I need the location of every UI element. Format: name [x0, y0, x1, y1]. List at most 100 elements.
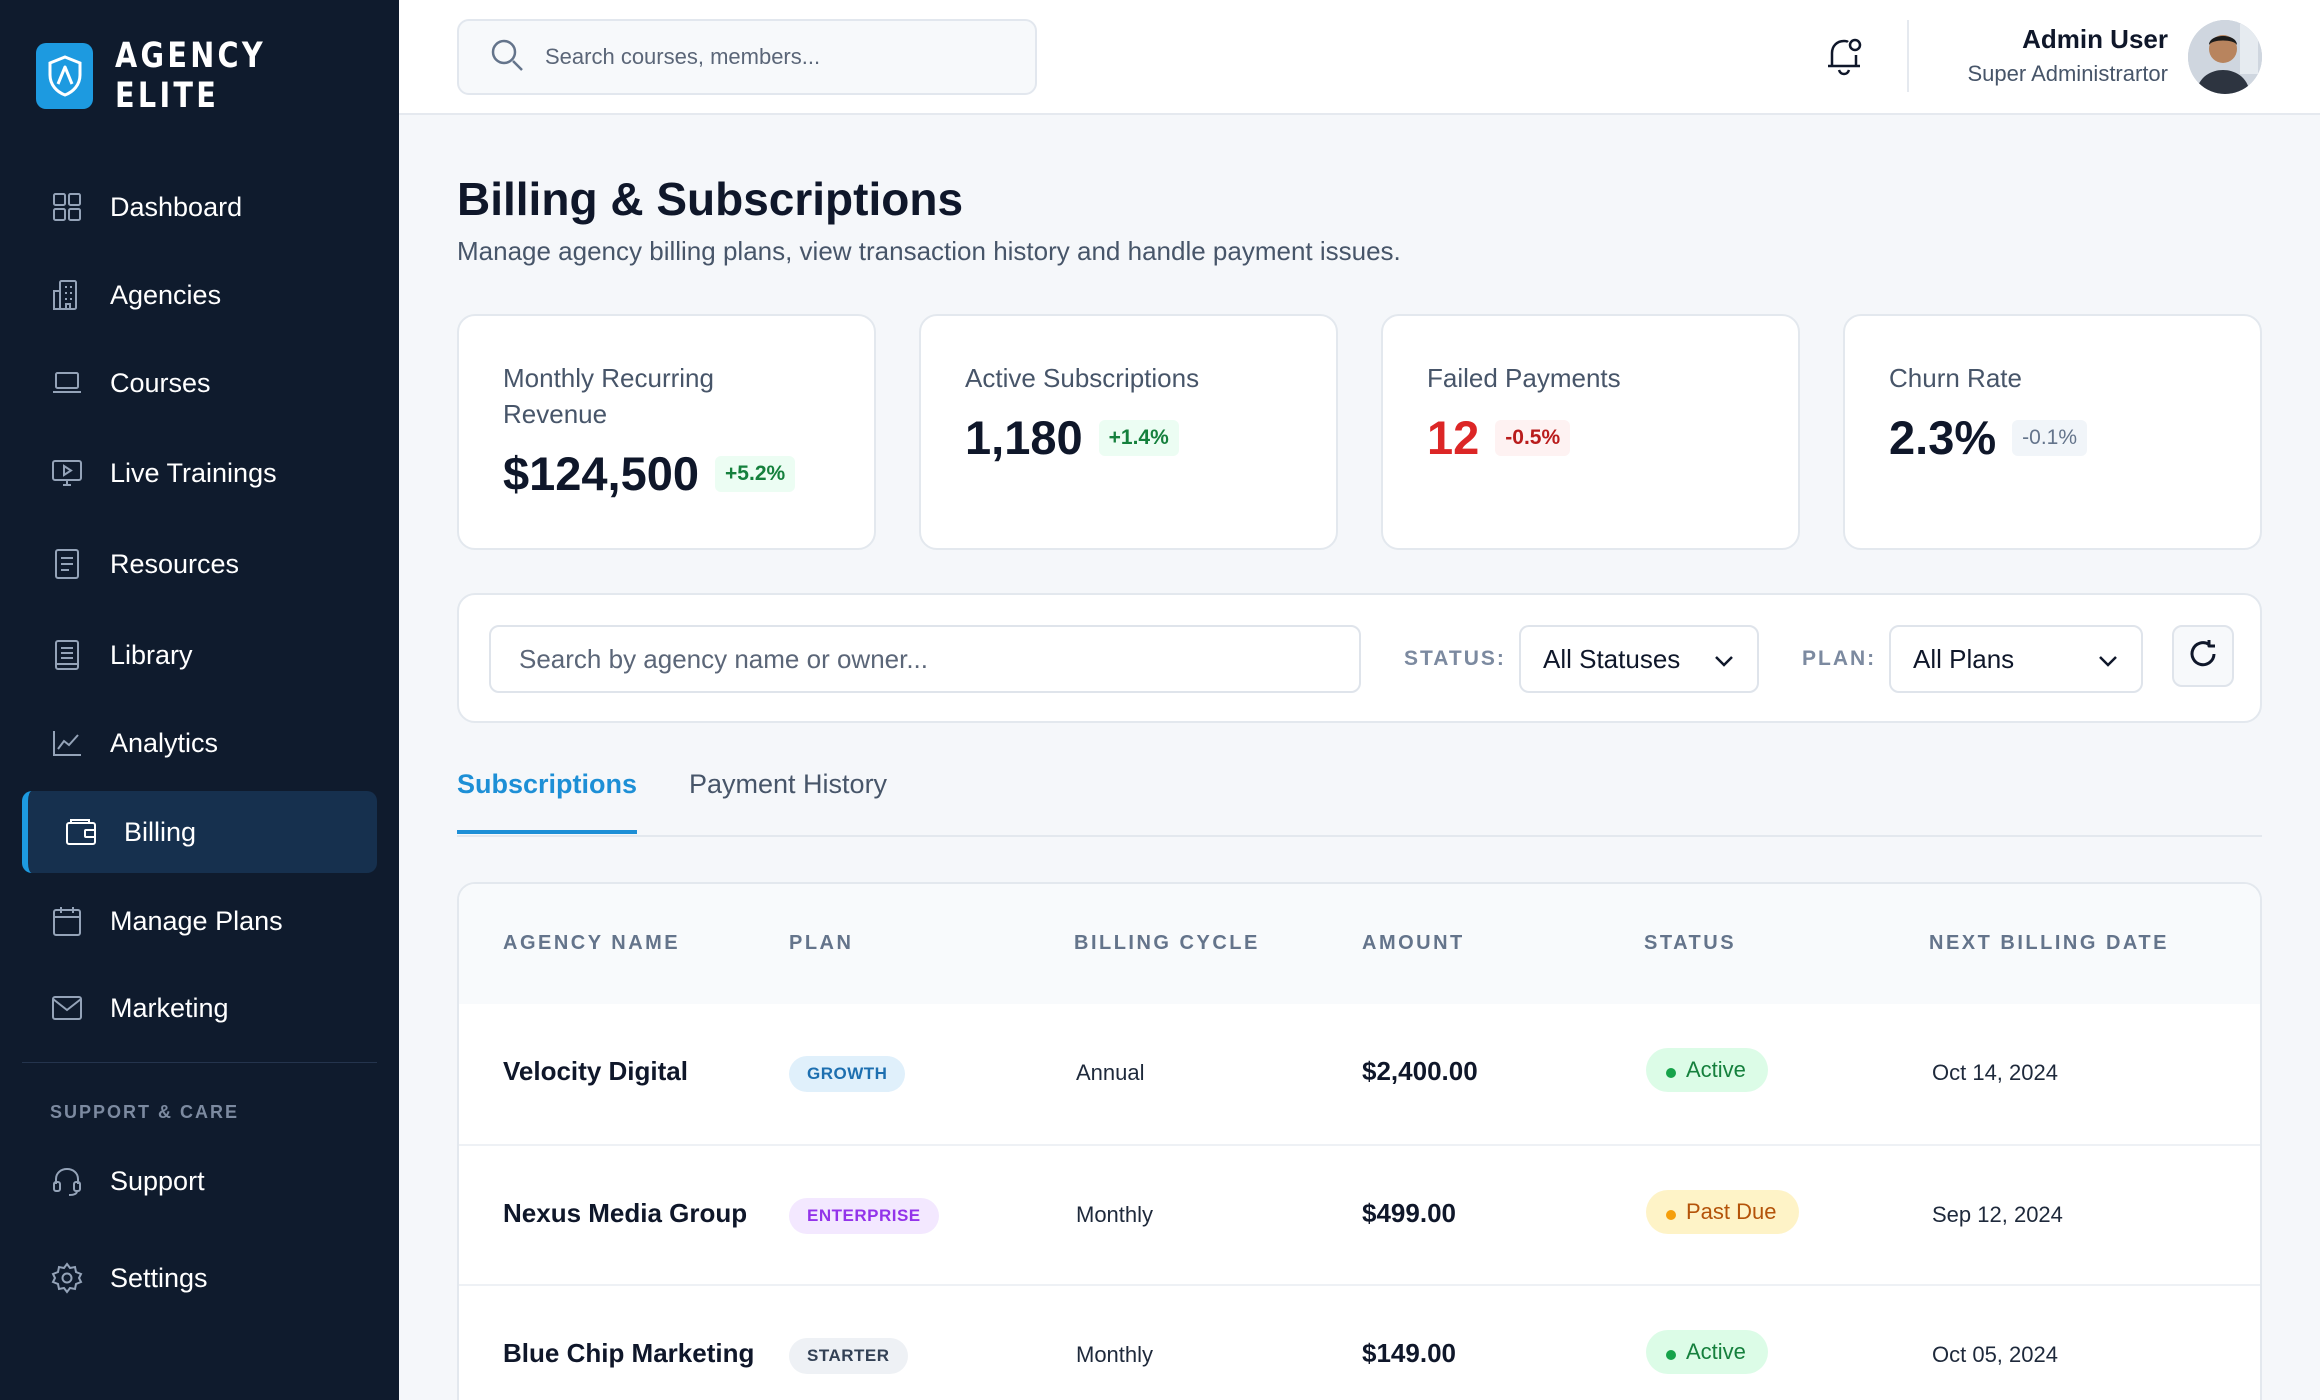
status-dot: [1666, 1068, 1676, 1078]
book-icon: [50, 638, 84, 672]
column-header-amount[interactable]: AMOUNT: [1362, 932, 1465, 954]
sidebar-item-label: Settings: [110, 1262, 208, 1293]
column-header-status[interactable]: STATUS: [1644, 932, 1737, 954]
stat-label: Churn Rate: [1889, 363, 2022, 393]
sidebar: AGENCY ELITE Dashboard Agencies Courses …: [0, 0, 399, 1400]
stat-delta: -0.5%: [1495, 419, 1571, 456]
sidebar-item-label: Agencies: [110, 279, 222, 310]
user-name[interactable]: Admin User: [2022, 24, 2168, 54]
status-select-value: All Statuses: [1543, 643, 1681, 674]
stat-card-churn-rate: Churn Rate 2.3% -0.1%: [1843, 314, 2262, 550]
document-icon: [50, 547, 84, 581]
building-icon: [50, 278, 84, 312]
agency-name[interactable]: Nexus Media Group: [503, 1198, 748, 1228]
sidebar-item-label: Library: [110, 639, 193, 670]
avatar[interactable]: [2188, 20, 2262, 94]
next-billing-date: Oct 05, 2024: [1932, 1342, 2058, 1367]
table-row[interactable]: Nexus Media Group ENTERPRISE Monthly $49…: [459, 1144, 2260, 1284]
monitor-play-icon: [50, 456, 84, 490]
sidebar-item-live-trainings[interactable]: Live Trainings: [22, 432, 377, 514]
sidebar-item-settings[interactable]: Settings: [22, 1237, 377, 1319]
plan-filter-label: PLAN:: [1802, 647, 1877, 670]
sidebar-item-support[interactable]: Support: [22, 1140, 377, 1222]
chevron-down-icon: [2097, 644, 2119, 675]
sidebar-item-dashboard[interactable]: Dashboard: [22, 166, 377, 248]
plan-select[interactable]: All Plans: [1889, 625, 2143, 693]
plan-badge: ENTERPRISE: [789, 1198, 939, 1234]
table-header: AGENCY NAME PLAN BILLING CYCLE AMOUNT ST…: [459, 884, 2260, 1004]
next-billing-date: Sep 12, 2024: [1932, 1202, 2063, 1227]
headset-icon: [50, 1164, 84, 1198]
notification-bell-icon[interactable]: [1819, 30, 1869, 80]
filter-bar: STATUS: All Statuses PLAN: All Plans: [457, 593, 2262, 723]
stat-value: 12: [1427, 411, 1480, 464]
status-select[interactable]: All Statuses: [1519, 625, 1759, 693]
sidebar-section-title: SUPPORT & CARE: [50, 1102, 240, 1122]
sidebar-item-resources[interactable]: Resources: [22, 523, 377, 605]
refresh-icon: [2187, 638, 2219, 675]
stat-label: Active Subscriptions: [965, 363, 1200, 393]
search-icon: [489, 37, 525, 78]
sidebar-item-label: Marketing: [110, 992, 229, 1023]
sidebar-divider: [22, 1062, 377, 1063]
tabs: Subscriptions Payment History: [457, 757, 2262, 837]
status-badge: Active: [1646, 1330, 1768, 1374]
chevron-down-icon: [1713, 644, 1735, 675]
stat-label: Failed Payments: [1427, 363, 1621, 393]
column-header-next-billing-date[interactable]: NEXT BILLING DATE: [1929, 932, 2169, 954]
table-row[interactable]: Velocity Digital GROWTH Annual $2,400.00…: [459, 1004, 2260, 1144]
amount: $149.00: [1362, 1338, 1456, 1368]
page-subtitle: Manage agency billing plans, view transa…: [457, 236, 1401, 266]
status-dot: [1666, 1210, 1676, 1220]
brand-name: AGENCY ELITE: [115, 36, 267, 116]
status-text: Past Due: [1686, 1199, 1777, 1224]
stat-card-active-subscriptions: Active Subscriptions 1,180 +1.4%: [919, 314, 1338, 550]
plan-badge: GROWTH: [789, 1056, 906, 1092]
brand[interactable]: AGENCY ELITE: [36, 36, 399, 116]
topbar: Admin User Super Administrartor: [399, 0, 2320, 115]
status-badge: Active: [1646, 1048, 1768, 1092]
sidebar-item-manage-plans[interactable]: Manage Plans: [22, 880, 377, 962]
shield-logo-icon: [36, 43, 94, 109]
topbar-divider: [1907, 20, 1909, 92]
calendar-icon: [50, 904, 84, 938]
status-text: Active: [1686, 1339, 1746, 1364]
tab-payment-history[interactable]: Payment History: [689, 769, 888, 799]
sidebar-item-marketing[interactable]: Marketing: [22, 967, 377, 1049]
table-row[interactable]: Blue Chip Marketing STARTER Monthly $149…: [459, 1284, 2260, 1400]
amount: $2,400.00: [1362, 1056, 1478, 1086]
sidebar-item-library[interactable]: Library: [22, 614, 377, 696]
status-filter-label: STATUS:: [1404, 647, 1506, 670]
agency-name[interactable]: Blue Chip Marketing: [503, 1338, 755, 1368]
stat-value: 1,180: [965, 411, 1083, 464]
global-search-input[interactable]: [545, 44, 985, 70]
gear-icon: [50, 1261, 84, 1295]
wallet-icon: [64, 815, 98, 849]
stat-card-failed-payments: Failed Payments 12 -0.5%: [1381, 314, 1800, 550]
column-header-billing-cycle[interactable]: BILLING CYCLE: [1074, 932, 1260, 954]
stat-delta: +1.4%: [1098, 419, 1179, 456]
sidebar-item-billing[interactable]: Billing: [22, 791, 377, 873]
sidebar-item-label: Analytics: [110, 727, 219, 758]
line-chart-icon: [50, 726, 84, 760]
sidebar-item-agencies[interactable]: Agencies: [22, 254, 377, 336]
stat-value: 2.3%: [1889, 411, 1997, 464]
agency-name[interactable]: Velocity Digital: [503, 1056, 688, 1086]
column-header-agency[interactable]: AGENCY NAME: [503, 932, 681, 954]
column-header-plan[interactable]: PLAN: [789, 932, 854, 954]
agency-search-input[interactable]: [489, 625, 1361, 693]
mail-icon: [50, 991, 84, 1025]
refresh-button[interactable]: [2172, 625, 2234, 687]
global-search[interactable]: [457, 19, 1037, 95]
next-billing-date: Oct 14, 2024: [1932, 1060, 2058, 1085]
page-title: Billing & Subscriptions: [457, 173, 964, 225]
user-role: Super Administrartor: [1967, 61, 2168, 86]
status-badge: Past Due: [1646, 1190, 1799, 1234]
billing-cycle: Monthly: [1076, 1342, 1154, 1367]
sidebar-item-label: Resources: [110, 548, 240, 579]
sidebar-item-analytics[interactable]: Analytics: [22, 702, 377, 784]
status-text: Active: [1686, 1057, 1746, 1082]
stat-delta: -0.1%: [2012, 419, 2087, 456]
sidebar-item-courses[interactable]: Courses: [22, 342, 377, 424]
tab-subscriptions[interactable]: Subscriptions: [457, 769, 638, 834]
